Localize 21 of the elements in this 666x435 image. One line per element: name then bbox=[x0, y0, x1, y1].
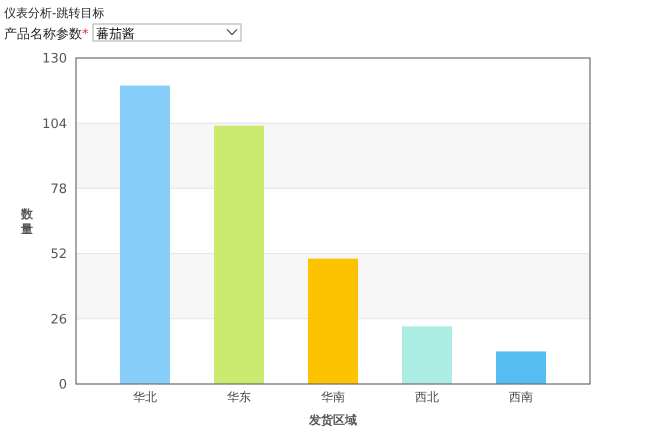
bar bbox=[120, 86, 170, 384]
y-tick-label: 26 bbox=[50, 312, 67, 328]
x-axis-title: 发货区域 bbox=[308, 413, 357, 427]
y-tick-label: 130 bbox=[42, 52, 67, 67]
bar bbox=[496, 351, 546, 384]
y-tick-label: 52 bbox=[50, 247, 67, 262]
y-tick-label: 104 bbox=[42, 116, 67, 132]
bar bbox=[308, 258, 358, 384]
x-tick-label: 华北 bbox=[132, 390, 157, 404]
y-tick-label: 78 bbox=[50, 182, 67, 197]
x-tick-label: 西北 bbox=[415, 390, 439, 404]
y-axis-title: 数量 bbox=[20, 207, 34, 236]
bar bbox=[214, 126, 264, 384]
x-tick-label: 华东 bbox=[227, 390, 251, 404]
x-tick-label: 西南 bbox=[509, 390, 534, 404]
chart-title: 仪表分析-跳转目标 bbox=[4, 6, 104, 20]
text: 产品名称参数* bbox=[4, 27, 89, 42]
bar bbox=[402, 326, 452, 384]
y-tick-label: 0 bbox=[58, 378, 67, 393]
x-tick-label: 华南 bbox=[321, 390, 345, 404]
text: 蕃茄酱 bbox=[96, 27, 135, 42]
